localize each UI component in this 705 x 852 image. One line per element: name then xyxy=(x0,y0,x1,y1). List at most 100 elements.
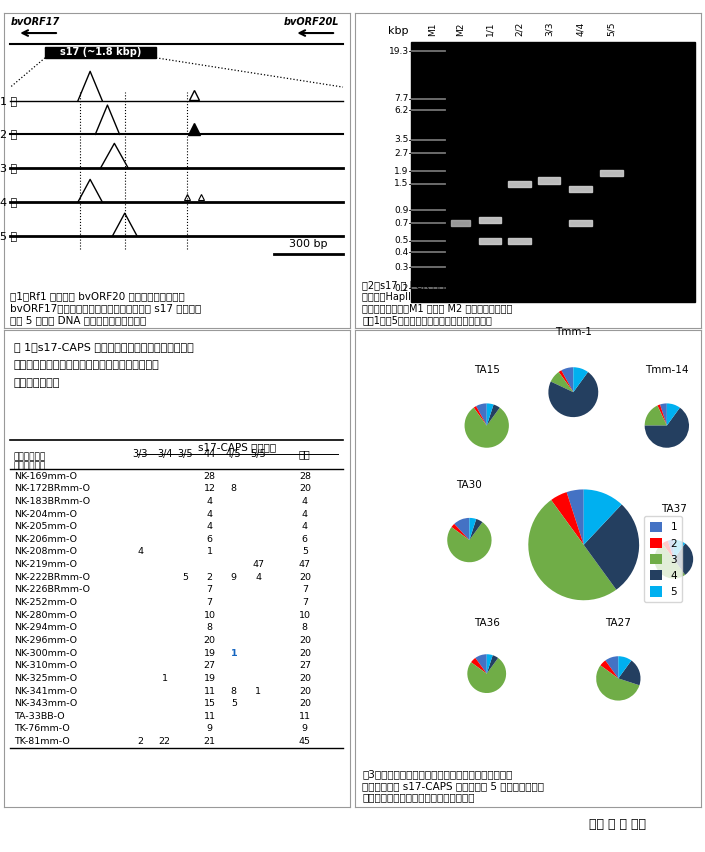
Text: s17-CAPS 遺伝子型: s17-CAPS 遺伝子型 xyxy=(198,442,276,452)
Text: 9: 9 xyxy=(231,573,237,582)
Text: Tmm-14: Tmm-14 xyxy=(645,366,689,376)
Text: TA30: TA30 xyxy=(457,480,482,490)
Text: 20: 20 xyxy=(299,699,311,708)
Text: 4: 4 xyxy=(137,548,143,556)
Bar xyxy=(538,177,560,183)
Text: 20: 20 xyxy=(299,648,311,658)
Text: 1: 1 xyxy=(255,687,261,695)
Text: 0.7: 0.7 xyxy=(394,219,409,227)
Text: bvORF17: bvORF17 xyxy=(11,17,60,27)
Text: 1: 1 xyxy=(161,674,168,682)
Bar xyxy=(569,186,591,193)
Text: 27: 27 xyxy=(204,661,216,671)
Text: M2: M2 xyxy=(456,23,465,37)
Text: 22: 22 xyxy=(159,737,171,746)
Text: bvORF20L: bvORF20L xyxy=(284,17,340,27)
Text: 1: 1 xyxy=(231,648,237,658)
Bar xyxy=(45,47,156,58)
Text: NK-169mm-O: NK-169mm-O xyxy=(14,472,77,481)
Text: kbp: kbp xyxy=(388,26,409,36)
Text: TK-81mm-O: TK-81mm-O xyxy=(14,737,70,746)
Text: 0.2: 0.2 xyxy=(395,284,409,293)
Text: NK-226BRmm-O: NK-226BRmm-O xyxy=(14,585,90,595)
Text: 21: 21 xyxy=(204,737,216,746)
Text: TA15: TA15 xyxy=(474,366,500,376)
Text: 5: 5 xyxy=(183,573,188,582)
Text: 4: 4 xyxy=(207,522,213,531)
Text: 4: 4 xyxy=(302,497,308,506)
Text: 4: 4 xyxy=(207,509,213,519)
Text: 8: 8 xyxy=(302,624,308,632)
Text: NK-208mm-O: NK-208mm-O xyxy=(14,548,77,556)
Text: 19.3: 19.3 xyxy=(388,47,409,55)
Text: 11: 11 xyxy=(204,687,216,695)
Text: 11: 11 xyxy=(299,711,311,721)
Text: NK-206mm-O: NK-206mm-O xyxy=(14,535,77,544)
Text: 3/4: 3/4 xyxy=(157,449,172,459)
Text: 1: 1 xyxy=(207,548,213,556)
Text: 6: 6 xyxy=(207,535,213,544)
Text: 図3　日本のテンサイ育種に活用した数種の放任受粉
集団において s17-CAPS で分類した 5 種類の複対立遺
伝子が集団内に占める遺伝子頻度の比較: 図3 日本のテンサイ育種に活用した数種の放任受粉 集団において s17-CAPS… xyxy=(362,769,544,803)
Text: 3.5: 3.5 xyxy=(394,135,409,144)
Text: NK-280mm-O: NK-280mm-O xyxy=(14,611,77,619)
Text: 15: 15 xyxy=(204,699,216,708)
Text: 4/4: 4/4 xyxy=(576,22,584,37)
Text: 47: 47 xyxy=(299,560,311,569)
Text: 6: 6 xyxy=(302,535,308,544)
Bar xyxy=(569,220,591,227)
Bar xyxy=(479,238,501,244)
Text: 8: 8 xyxy=(207,624,213,632)
Text: 表 1　s17-CAPS の遺伝子識別法に基づいて分類し: 表 1 s17-CAPS の遺伝子識別法に基づいて分類し xyxy=(14,343,194,352)
Text: 20: 20 xyxy=(299,687,311,695)
Text: 2/2: 2/2 xyxy=(515,22,524,37)
Text: 4: 4 xyxy=(207,497,213,506)
Text: 0.5: 0.5 xyxy=(394,236,409,245)
Text: （田 口 和 憲）: （田 口 和 憲） xyxy=(589,818,646,831)
Bar xyxy=(508,238,531,244)
Text: TA27: TA27 xyxy=(606,619,631,628)
Text: 2: 2 xyxy=(207,573,213,582)
Text: 19: 19 xyxy=(204,648,216,658)
Legend: 1, 2, 3, 4, 5: 1, 2, 3, 4, 5 xyxy=(644,516,682,602)
Text: 3/3: 3/3 xyxy=(133,449,148,459)
Text: 図2　s17 の PCR 増幅断片における制限酵素断片
長多型（HapII お よ び HindIII による消化）の電
気泳動写真の例（M1 および M2 は: 図2 s17 の PCR 増幅断片における制限酵素断片 長多型（HapII お … xyxy=(362,280,522,325)
Text: 図1　Rf1 遺伝子座 bvORF20 と連鎖不平衡である
bvORF17との遺伝子間領域である共通配列 s17 上にみら
れる 5 種類の DNA 塩基配列多: 図1 Rf1 遺伝子座 bvORF20 と連鎖不平衡である bvORF17との遺… xyxy=(11,291,202,325)
Text: 12: 12 xyxy=(204,484,216,493)
Text: 28: 28 xyxy=(299,472,311,481)
Text: 5: 5 xyxy=(231,699,237,708)
Text: 45: 45 xyxy=(299,737,311,746)
Text: NK-222BRmm-O: NK-222BRmm-O xyxy=(14,573,90,582)
Text: NK-294mm-O: NK-294mm-O xyxy=(14,624,77,632)
Text: 10: 10 xyxy=(299,611,311,619)
Bar xyxy=(600,170,623,176)
Text: 19: 19 xyxy=(204,674,216,682)
Text: 27: 27 xyxy=(299,661,311,671)
Text: 2 型: 2 型 xyxy=(0,130,18,140)
Text: 5/5: 5/5 xyxy=(607,22,616,37)
Text: TA37: TA37 xyxy=(661,504,687,514)
Text: 20: 20 xyxy=(299,636,311,645)
Text: 5 型: 5 型 xyxy=(0,231,17,240)
Text: 7: 7 xyxy=(207,585,213,595)
Text: 8: 8 xyxy=(231,687,237,695)
Text: NK-310mm-O: NK-310mm-O xyxy=(14,661,77,671)
Text: NK-300mm-O: NK-300mm-O xyxy=(14,648,77,658)
Text: 20: 20 xyxy=(299,674,311,682)
Text: 合計: 合計 xyxy=(299,449,311,459)
Text: 8: 8 xyxy=(231,484,237,493)
Text: 28: 28 xyxy=(204,472,216,481)
Text: NK-341mm-O: NK-341mm-O xyxy=(14,687,77,695)
Text: NK-343mm-O: NK-343mm-O xyxy=(14,699,77,708)
Text: NK-325mm-O: NK-325mm-O xyxy=(14,674,77,682)
Text: 2.7: 2.7 xyxy=(395,149,409,158)
Text: 伝子型の個体数: 伝子型の個体数 xyxy=(14,378,61,389)
Text: NK-219mm-O: NK-219mm-O xyxy=(14,560,77,569)
Text: s17 (~1.8 kbp): s17 (~1.8 kbp) xyxy=(60,47,141,57)
Text: 雄性不稔維持: 雄性不稔維持 xyxy=(14,452,46,461)
Text: 0.9: 0.9 xyxy=(394,206,409,215)
Text: NK-296mm-O: NK-296mm-O xyxy=(14,636,77,645)
Text: 2: 2 xyxy=(137,737,143,746)
Bar xyxy=(410,42,694,302)
Text: 4: 4 xyxy=(302,522,308,531)
Text: 花粉親系統名: 花粉親系統名 xyxy=(14,462,46,470)
